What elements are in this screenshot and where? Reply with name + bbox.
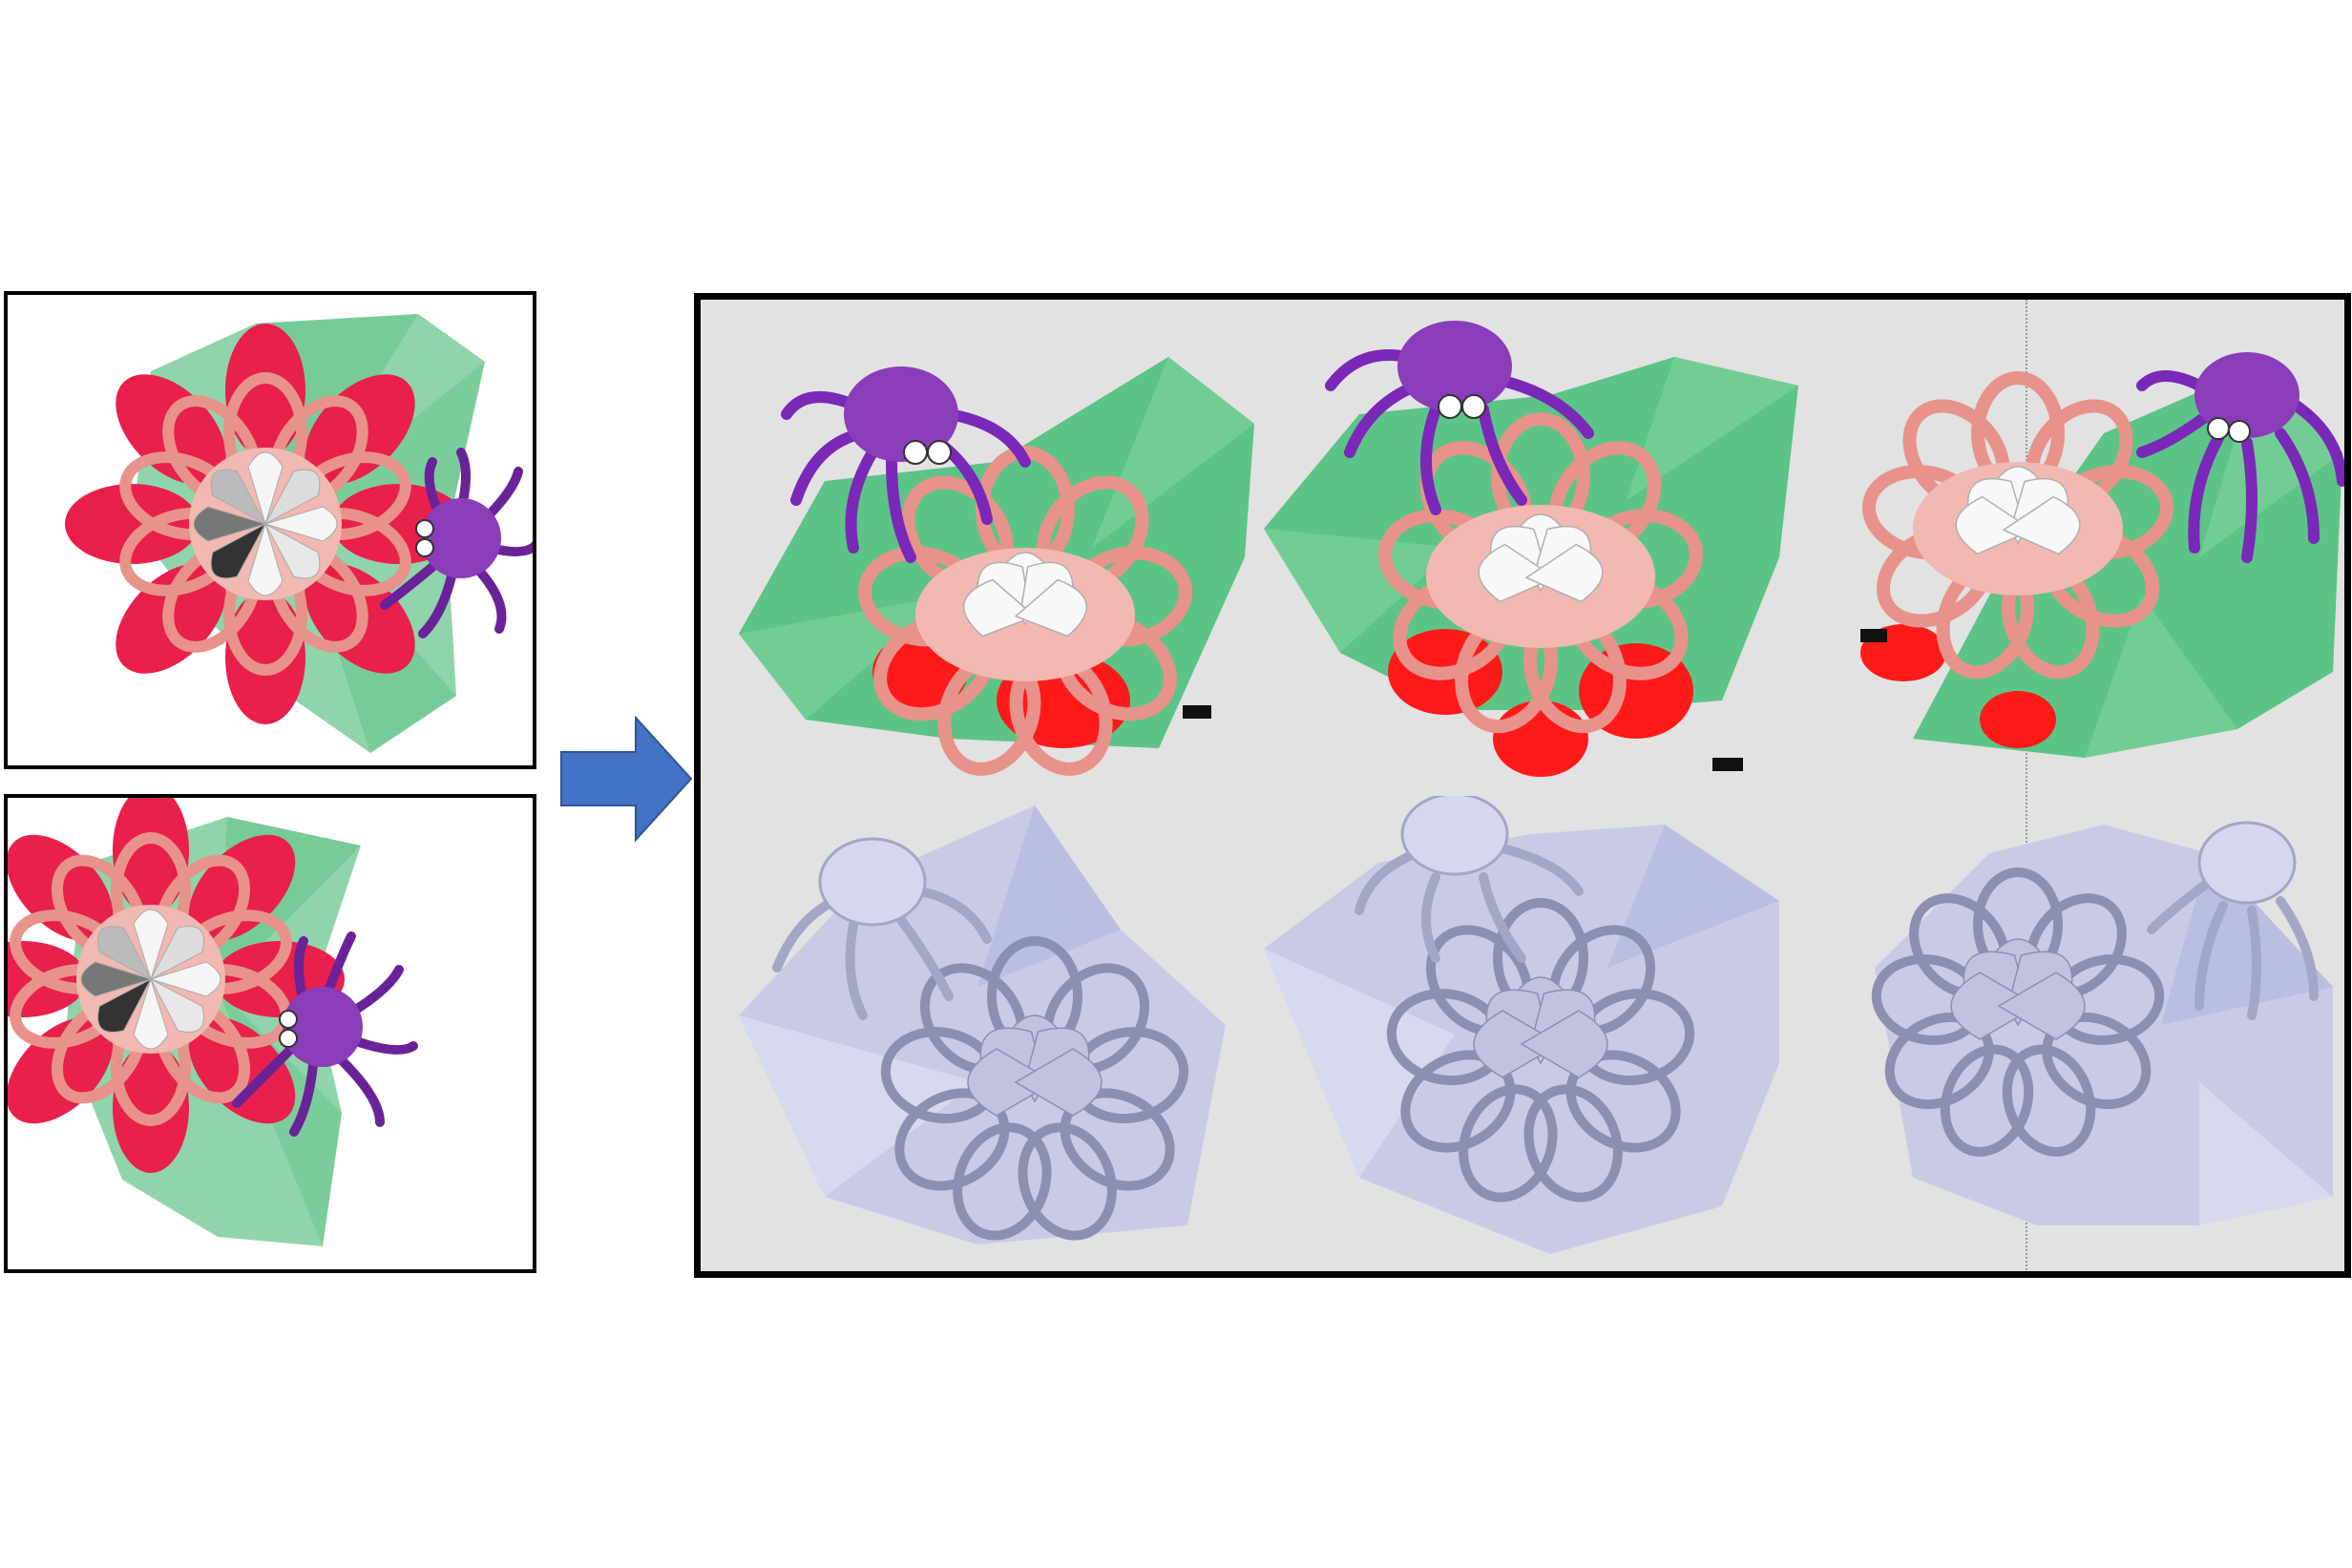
separator-line (2026, 300, 2027, 1271)
colored-reconstruction-view-2 (1264, 321, 1798, 777)
geometry-reconstruction-view-1 (739, 805, 1226, 1244)
colored-reconstruction-view-3 (1860, 352, 2344, 758)
input-view-panel-1 (4, 291, 536, 769)
spider (380, 448, 533, 638)
white-center-petals (80, 909, 221, 1050)
flower-spider-illustration-1 (65, 314, 533, 753)
spider (232, 931, 418, 1137)
pink-ring-petals (119, 372, 411, 676)
flower-spider-illustration-2 (8, 798, 418, 1246)
right-arrow-icon (560, 716, 693, 842)
colored-reconstruction-view-1 (739, 357, 1254, 776)
input-view-panel-2 (4, 794, 536, 1273)
red-outer-petals (65, 324, 466, 724)
white-center-petals (193, 451, 338, 596)
geometry-reconstruction-view-3 (1871, 821, 2333, 1225)
geometry-reconstruction-view-2 (1264, 796, 1779, 1254)
reconstruction-results-panel (694, 293, 2351, 1278)
